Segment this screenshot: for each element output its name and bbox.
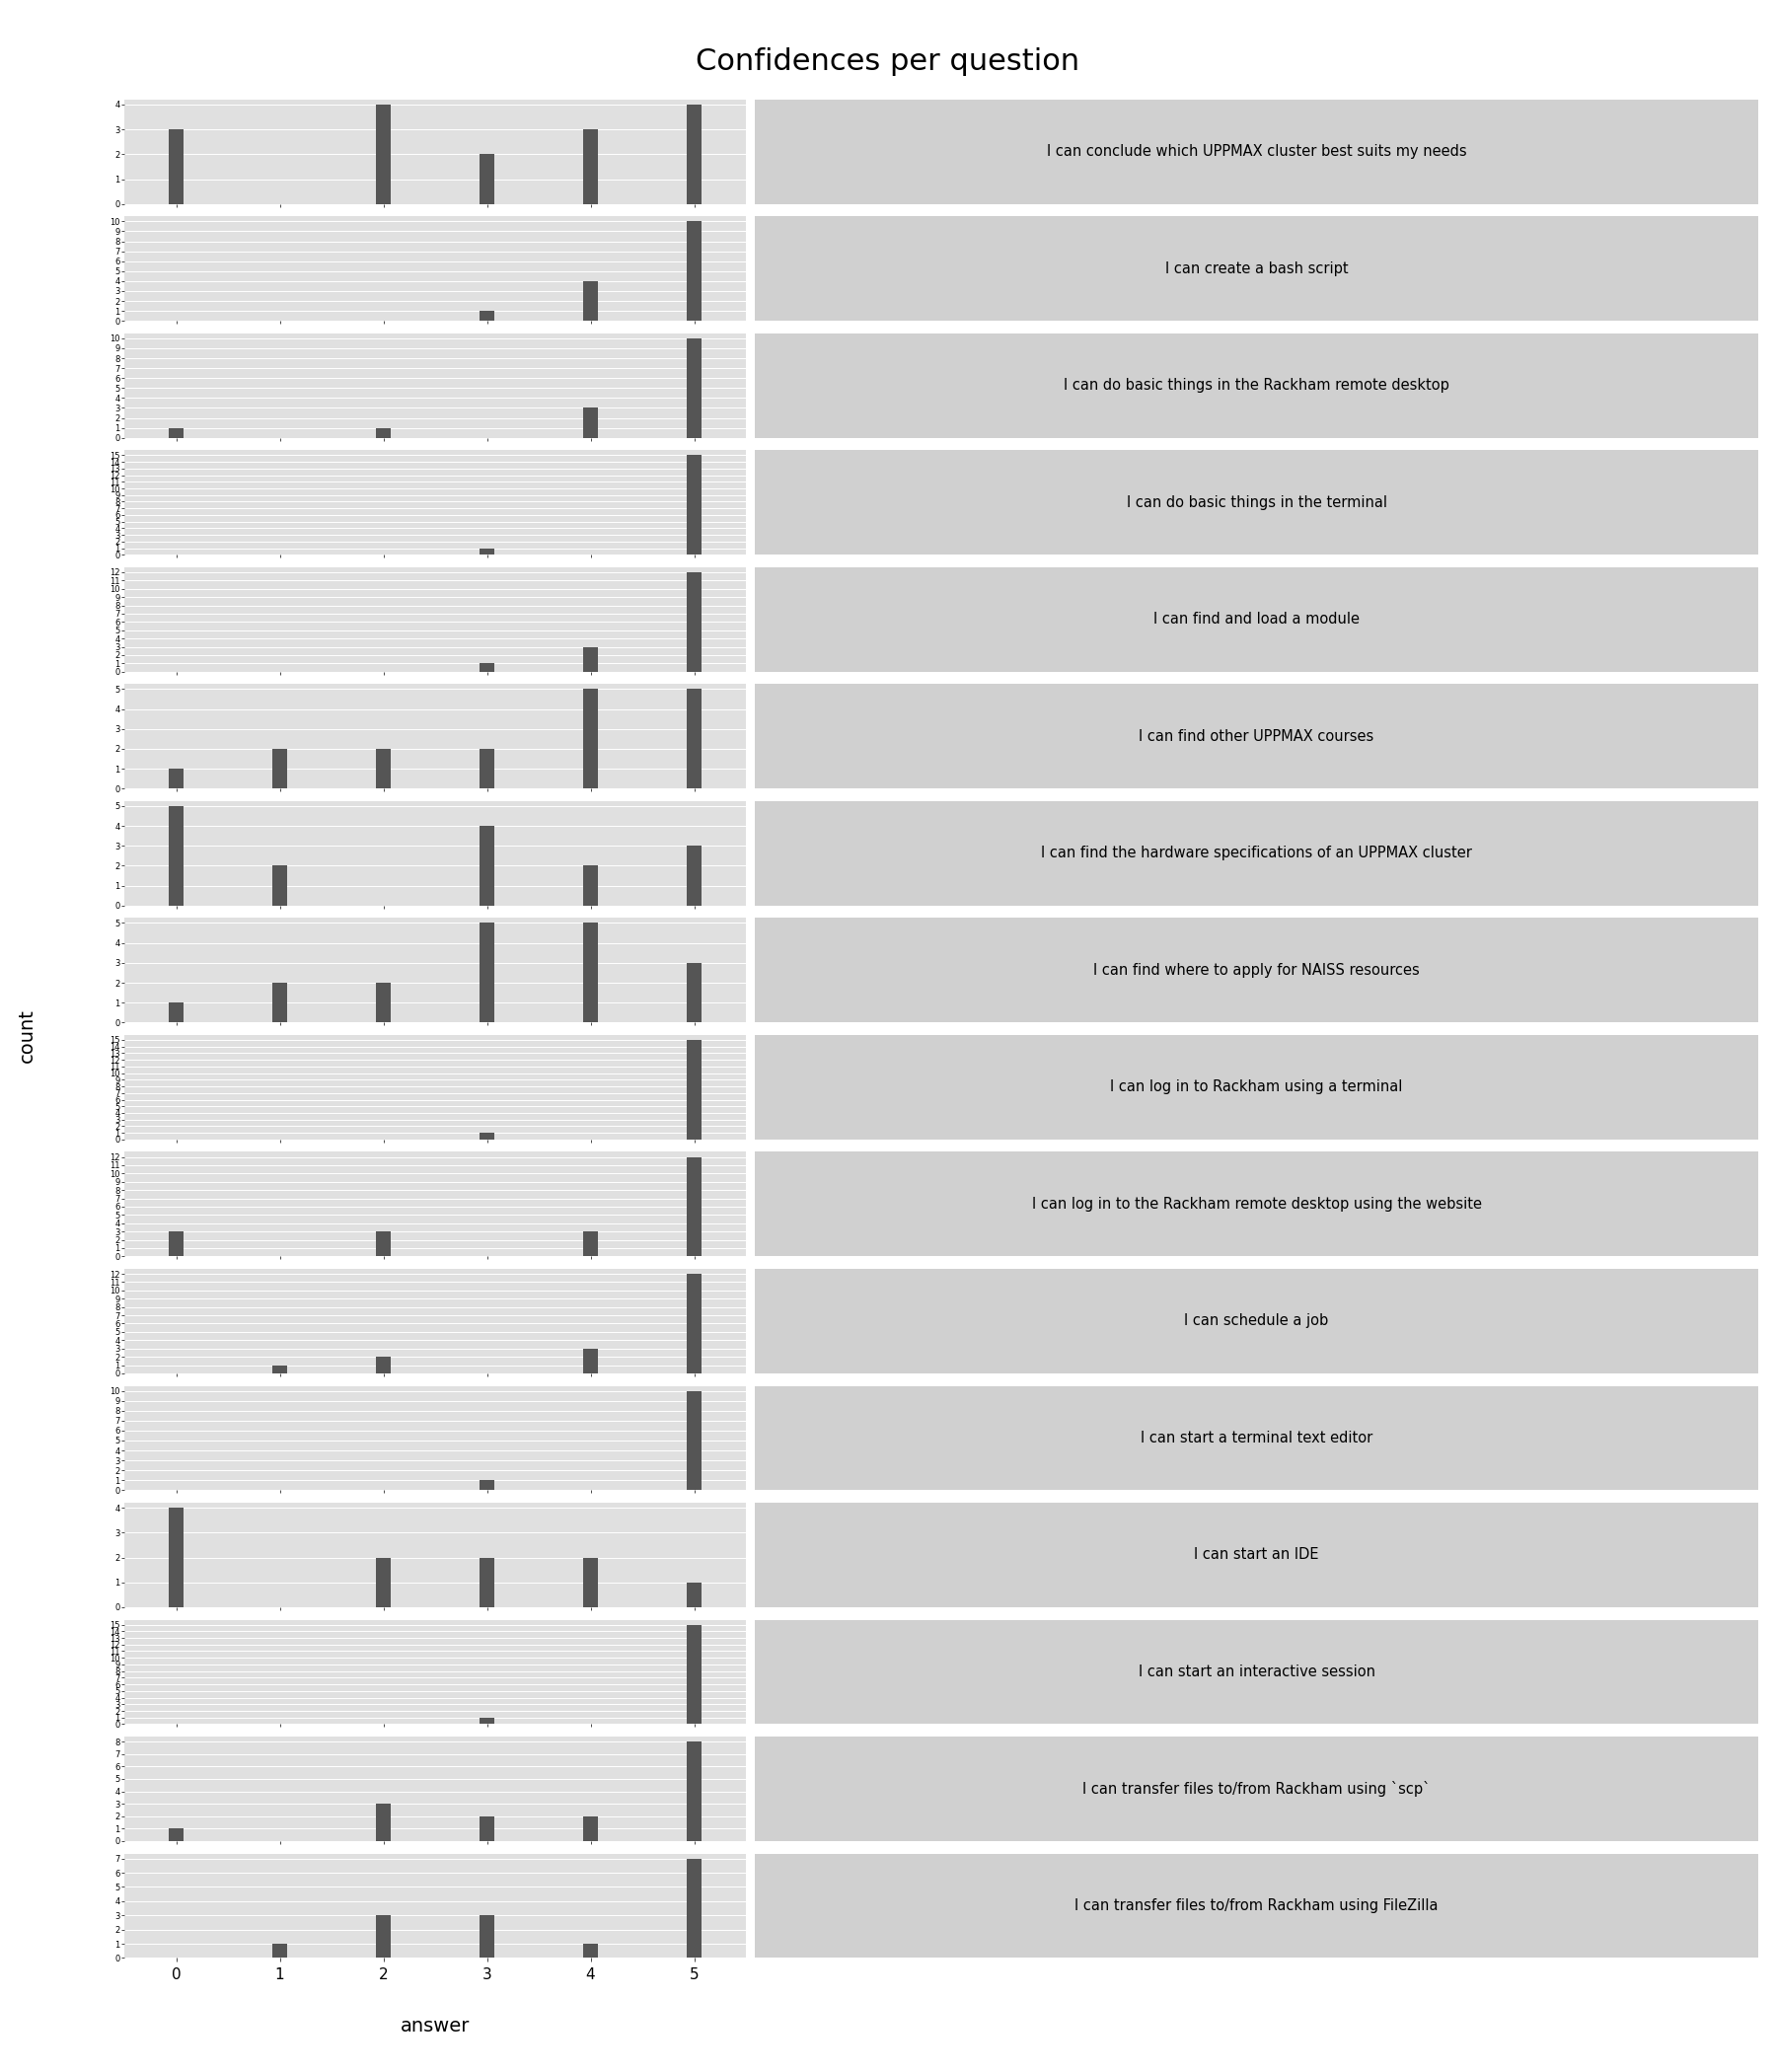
Bar xyxy=(583,1944,599,1958)
Bar xyxy=(686,104,702,203)
Bar xyxy=(375,748,391,789)
Bar xyxy=(169,1231,185,1256)
Bar xyxy=(583,128,599,203)
Bar xyxy=(169,806,185,905)
Bar xyxy=(480,549,496,555)
Bar xyxy=(686,572,702,671)
Bar xyxy=(583,282,599,321)
Bar xyxy=(480,663,496,671)
Text: I can do basic things in the Rackham remote desktop: I can do basic things in the Rackham rem… xyxy=(1064,379,1449,394)
Bar xyxy=(583,922,599,1024)
Text: I can find the hardware specifications of an UPPMAX cluster: I can find the hardware specifications o… xyxy=(1041,845,1472,860)
Text: count: count xyxy=(18,1009,36,1063)
Text: I can find other UPPMAX courses: I can find other UPPMAX courses xyxy=(1138,729,1375,744)
Bar xyxy=(169,769,185,789)
Bar xyxy=(272,982,288,1024)
Bar xyxy=(375,104,391,203)
Text: I can log in to Rackham using a terminal: I can log in to Rackham using a terminal xyxy=(1110,1080,1403,1094)
Text: I can find and load a module: I can find and load a module xyxy=(1153,611,1360,628)
Bar xyxy=(686,456,702,555)
Bar xyxy=(375,982,391,1024)
Bar xyxy=(583,1349,599,1374)
Bar xyxy=(480,153,496,203)
Text: I can start an interactive session: I can start an interactive session xyxy=(1138,1664,1375,1678)
Bar xyxy=(480,1479,496,1490)
Bar xyxy=(686,1583,702,1608)
Bar xyxy=(686,1040,702,1140)
Bar xyxy=(375,1558,391,1608)
Text: answer: answer xyxy=(400,2016,471,2037)
Bar xyxy=(375,1357,391,1374)
Bar xyxy=(169,1003,185,1024)
Bar xyxy=(480,1817,496,1842)
Bar xyxy=(480,922,496,1024)
Bar xyxy=(583,1231,599,1256)
Bar xyxy=(583,866,599,905)
Bar xyxy=(272,748,288,789)
Bar xyxy=(375,1805,391,1842)
Bar xyxy=(686,1156,702,1256)
Text: I can start an IDE: I can start an IDE xyxy=(1193,1548,1320,1562)
Bar xyxy=(583,690,599,789)
Bar xyxy=(686,222,702,321)
Bar xyxy=(272,1365,288,1374)
Text: I can find where to apply for NAISS resources: I can find where to apply for NAISS reso… xyxy=(1094,963,1419,978)
Bar xyxy=(686,1859,702,1958)
Text: I can transfer files to/from Rackham using `scp`: I can transfer files to/from Rackham usi… xyxy=(1083,1782,1430,1796)
Bar xyxy=(480,1718,496,1724)
Text: I can do basic things in the terminal: I can do basic things in the terminal xyxy=(1126,495,1387,510)
Bar xyxy=(375,1915,391,1958)
Bar xyxy=(169,429,185,437)
Text: I can create a bash script: I can create a bash script xyxy=(1165,261,1348,276)
Bar xyxy=(686,1743,702,1842)
Bar xyxy=(169,128,185,203)
Bar xyxy=(583,408,599,437)
Bar xyxy=(686,845,702,905)
Bar xyxy=(686,1390,702,1490)
Text: I can log in to the Rackham remote desktop using the website: I can log in to the Rackham remote deskt… xyxy=(1032,1198,1481,1212)
Bar xyxy=(375,429,391,437)
Text: I can conclude which UPPMAX cluster best suits my needs: I can conclude which UPPMAX cluster best… xyxy=(1046,145,1467,160)
Bar xyxy=(480,1915,496,1958)
Bar xyxy=(480,748,496,789)
Bar xyxy=(686,963,702,1024)
Text: I can start a terminal text editor: I can start a terminal text editor xyxy=(1140,1430,1373,1446)
Bar xyxy=(375,1231,391,1256)
Bar xyxy=(686,1624,702,1724)
Bar xyxy=(583,1817,599,1842)
Bar xyxy=(480,827,496,905)
Text: Confidences per question: Confidences per question xyxy=(696,48,1080,77)
Bar xyxy=(169,1508,185,1608)
Bar xyxy=(686,338,702,437)
Bar xyxy=(686,690,702,789)
Bar xyxy=(480,1133,496,1140)
Bar xyxy=(583,646,599,671)
Text: I can transfer files to/from Rackham using FileZilla: I can transfer files to/from Rackham usi… xyxy=(1074,1898,1439,1912)
Bar xyxy=(583,1558,599,1608)
Bar xyxy=(686,1274,702,1374)
Bar xyxy=(272,1944,288,1958)
Bar xyxy=(272,866,288,905)
Bar xyxy=(169,1830,185,1842)
Bar xyxy=(480,311,496,321)
Text: I can schedule a job: I can schedule a job xyxy=(1185,1314,1328,1328)
Bar xyxy=(480,1558,496,1608)
